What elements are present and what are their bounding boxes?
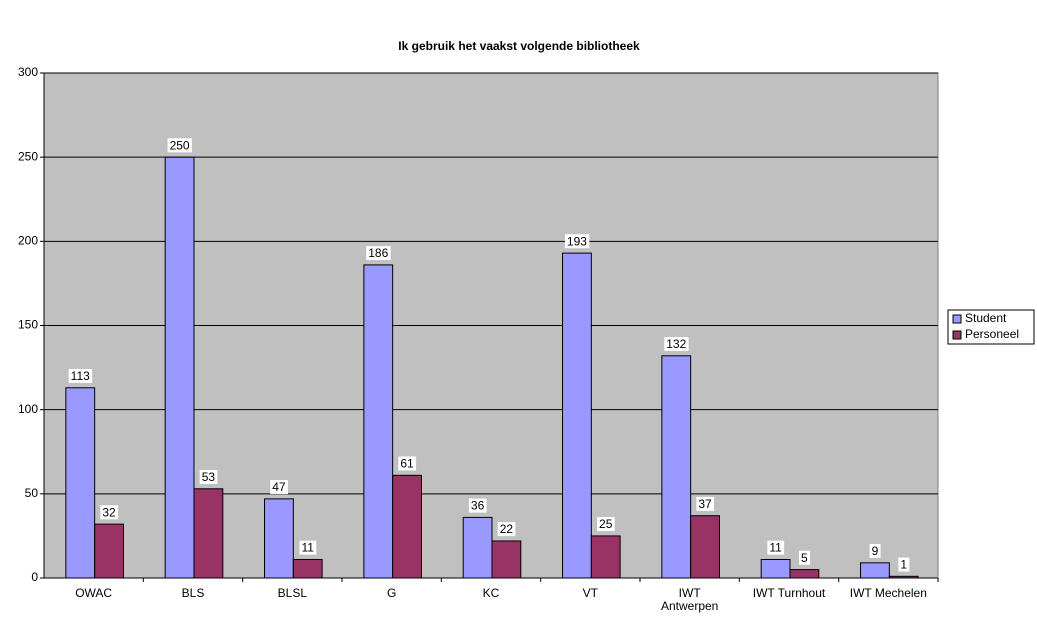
data-label-text: 250 — [170, 138, 190, 152]
data-label-text: 113 — [71, 369, 90, 383]
bar — [562, 252, 592, 579]
chart-title: Ik gebruik het vaakst volgende bibliothe… — [398, 39, 640, 53]
data-label-bg — [468, 498, 487, 513]
bar — [462, 516, 493, 579]
data-label-bg — [597, 517, 615, 532]
data-label-text: 36 — [471, 499, 485, 513]
bar — [860, 562, 890, 579]
bar — [392, 474, 422, 579]
bar — [292, 558, 323, 579]
data-label-bg — [696, 496, 715, 511]
y-tick-label: 0 — [31, 570, 38, 584]
data-label: 113 — [68, 368, 93, 383]
bar — [164, 156, 195, 579]
y-tick-label: 200 — [18, 234, 38, 248]
y-tick-label: 50 — [25, 486, 39, 500]
data-label-text: 37 — [698, 497, 712, 511]
data-label-bg — [898, 557, 910, 572]
data-label-text: 25 — [599, 517, 613, 531]
data-label-text: 47 — [272, 480, 286, 494]
bar — [193, 488, 224, 579]
data-label-text: 11 — [301, 541, 314, 555]
bar — [491, 540, 522, 579]
bar — [888, 575, 919, 579]
data-label-bg — [270, 480, 288, 495]
y-tick-label: 250 — [18, 149, 38, 163]
data-label: 61 — [398, 456, 417, 471]
data-label-bg — [664, 336, 689, 351]
y-tick-label: 150 — [18, 318, 38, 332]
legend-swatch — [952, 330, 962, 340]
x-tick-label: IWT Mechelen — [849, 586, 927, 600]
y-tick-label: 100 — [18, 402, 38, 416]
data-label: 1 — [898, 557, 910, 572]
bar — [363, 264, 394, 579]
data-label-text: 61 — [400, 456, 414, 470]
bar — [661, 355, 692, 579]
data-label-text: 53 — [202, 470, 216, 484]
data-label-text: 186 — [368, 246, 388, 260]
data-label: 53 — [199, 469, 218, 484]
data-label-text: 1 — [900, 557, 907, 571]
bar — [65, 387, 96, 579]
bar — [590, 535, 621, 579]
data-label-text: 32 — [102, 505, 116, 519]
data-label-bg — [869, 544, 881, 559]
x-tick-label: IWT Antwerpen — [660, 586, 719, 613]
data-label-text: 22 — [500, 522, 514, 536]
data-label: 186 — [366, 246, 391, 261]
data-label: 11 — [299, 540, 317, 555]
data-label-text: 9 — [872, 544, 879, 558]
data-label-bg — [767, 540, 785, 555]
legend-label: Personeel — [965, 327, 1019, 341]
x-tick-label: G — [386, 586, 397, 600]
legend-swatch — [952, 314, 962, 324]
data-label: 132 — [664, 336, 689, 351]
data-label: 25 — [597, 517, 615, 532]
data-label-bg — [199, 469, 218, 484]
x-tick-label: BLSL — [277, 586, 307, 600]
data-label-text: 5 — [801, 551, 808, 565]
bar — [94, 523, 124, 579]
legend-box — [947, 309, 1035, 345]
data-label: 9 — [869, 544, 881, 559]
data-label-bg — [799, 550, 811, 565]
data-label: 32 — [100, 505, 119, 520]
data-label: 36 — [468, 498, 487, 513]
data-label-bg — [564, 234, 590, 249]
data-label-bg — [167, 138, 192, 153]
data-label-text: 193 — [567, 234, 587, 248]
data-label: 11 — [767, 540, 785, 555]
data-label-text: 132 — [666, 337, 686, 351]
data-label: 37 — [696, 496, 715, 511]
bar — [789, 569, 820, 579]
x-tick-label: BLS — [181, 586, 205, 600]
data-label-bg — [398, 456, 417, 471]
data-label: 47 — [270, 480, 288, 495]
bar — [264, 498, 294, 579]
data-label: 5 — [799, 550, 811, 565]
data-label: 22 — [497, 522, 516, 537]
x-tick-label: KC — [482, 586, 500, 600]
y-tick-label: 300 — [18, 65, 38, 79]
x-tick-label: VT — [582, 586, 598, 600]
data-label-bg — [497, 522, 516, 537]
bar — [760, 558, 791, 579]
data-label-bg — [366, 246, 391, 261]
data-label-text: 11 — [769, 541, 782, 555]
data-label: 250 — [167, 138, 192, 153]
legend-label: Student — [965, 311, 1007, 325]
x-tick-label: OWAC — [75, 586, 113, 600]
bar — [690, 515, 720, 579]
data-label-bg — [68, 368, 93, 383]
data-label: 193 — [564, 234, 590, 249]
data-label-bg — [299, 540, 317, 555]
x-tick-label: IWT Turnhout — [752, 586, 826, 600]
data-label-bg — [100, 505, 119, 520]
